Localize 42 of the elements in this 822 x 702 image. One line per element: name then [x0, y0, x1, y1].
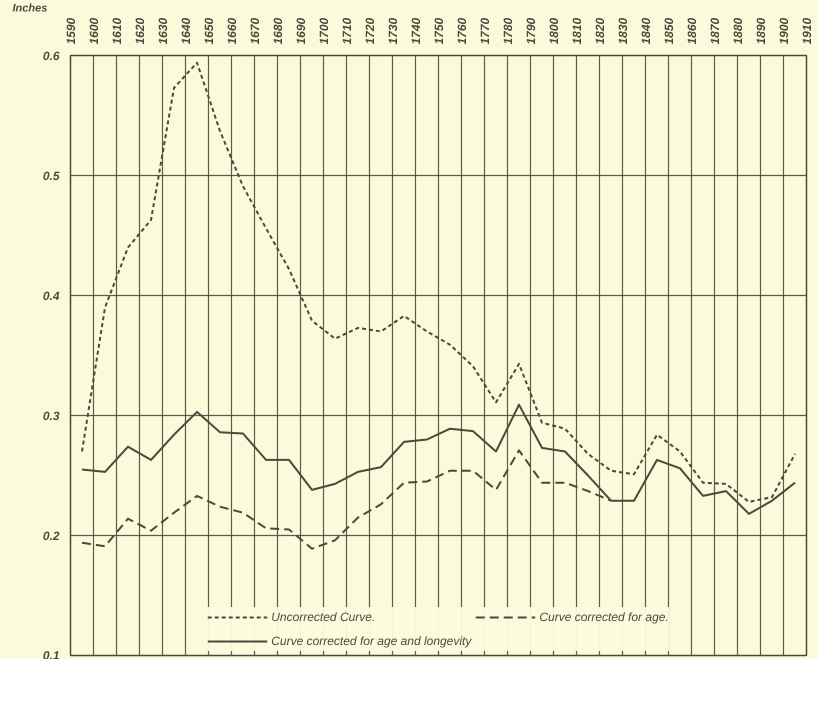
x-tick-label: 1780	[501, 17, 515, 44]
y-axis-title: Inches	[12, 2, 48, 14]
y-tick-label: 0.6	[42, 49, 60, 63]
x-tick-label: 1880	[731, 17, 745, 44]
y-tick-label: 0.4	[42, 289, 60, 303]
x-tick-label: 1600	[87, 17, 101, 44]
x-tick-label: 1900	[777, 17, 791, 44]
x-tick-label: 1680	[271, 17, 285, 44]
x-tick-label: 1670	[248, 17, 262, 44]
x-tick-label: 1820	[593, 17, 607, 44]
x-tick-label: 1590	[64, 17, 78, 44]
x-tick-label: 1620	[133, 17, 147, 44]
x-tick-label: 1770	[478, 17, 492, 44]
x-tick-label: 1840	[639, 17, 653, 44]
x-tick-label: 1720	[363, 17, 377, 44]
y-tick-label: 0.5	[42, 169, 60, 183]
y-tick-label: 0.3	[42, 409, 60, 423]
x-tick-label: 1750	[432, 17, 446, 44]
y-tick-label: 0.2	[42, 529, 60, 543]
x-tick-label: 1760	[455, 17, 469, 44]
x-tick-label: 1630	[156, 17, 170, 44]
x-tick-label: 1640	[179, 17, 193, 44]
x-tick-label: 1660	[225, 17, 239, 44]
x-tick-label: 1690	[294, 17, 308, 44]
x-tick-label: 1700	[317, 17, 331, 44]
x-tick-label: 1870	[708, 17, 722, 44]
x-tick-label: 1810	[570, 17, 584, 44]
x-tick-label: 1610	[110, 17, 124, 44]
legend-label: Uncorrected Curve.	[271, 610, 376, 624]
x-tick-label: 1790	[524, 17, 538, 44]
legend-label: Curve corrected for age and longevity	[271, 634, 472, 648]
x-tick-label: 1860	[685, 17, 699, 44]
x-tick-label: 1910	[800, 17, 814, 44]
x-tick-label: 1710	[340, 17, 354, 44]
x-tick-label: 1650	[202, 17, 216, 44]
x-tick-label: 1800	[547, 17, 561, 44]
x-tick-label: 1890	[754, 17, 768, 44]
x-tick-label: 1830	[616, 17, 630, 44]
x-tick-label: 1730	[386, 17, 400, 44]
legend-label: Curve corrected for age.	[539, 610, 669, 624]
x-tick-label: 1740	[409, 17, 423, 44]
x-tick-label: 1850	[662, 17, 676, 44]
